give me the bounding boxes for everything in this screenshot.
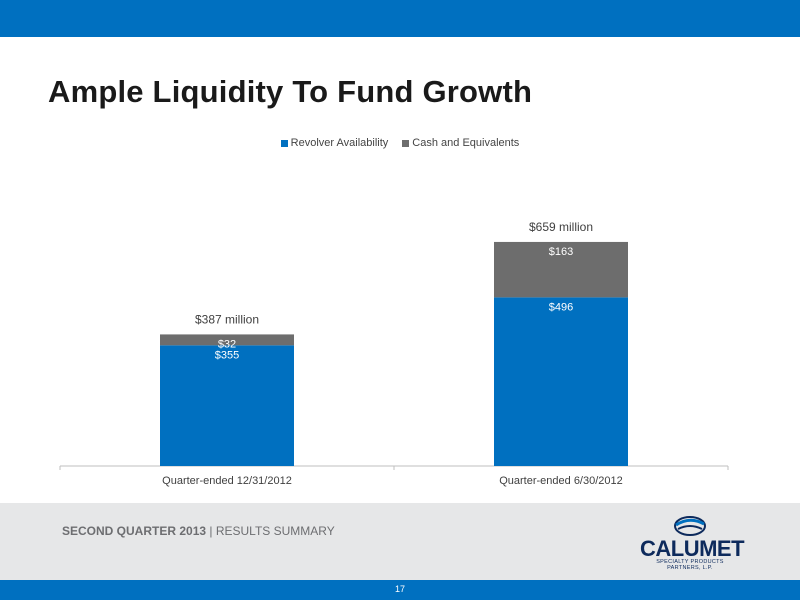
data-label: $355 bbox=[215, 349, 239, 361]
bottom-bar bbox=[0, 580, 800, 600]
total-label: $387 million bbox=[195, 312, 259, 326]
category-label: Quarter-ended 12/31/2012 bbox=[162, 475, 292, 487]
chart-legend: Revolver Availability Cash and Equivalen… bbox=[0, 137, 800, 149]
bar-segment-revolver bbox=[160, 345, 294, 466]
footer-quarter: SECOND QUARTER 2013 bbox=[62, 524, 207, 538]
calumet-logo: CALUMET SPECIALTY PRODUCTS PARTNERS, L.P… bbox=[640, 514, 745, 571]
footer-band bbox=[0, 503, 800, 580]
legend-item-revolver: Revolver Availability bbox=[280, 137, 389, 149]
slide-title: Ample Liquidity To Fund Growth bbox=[48, 74, 533, 109]
data-label: $496 bbox=[549, 301, 573, 313]
footer-caption: SECOND QUARTER 2013 | RESULTS SUMMARY bbox=[62, 524, 335, 538]
page-number: 17 bbox=[394, 584, 405, 594]
legend-label-cash: Cash and Equivalents bbox=[412, 137, 520, 149]
logo-wordmark: CALUMET bbox=[640, 536, 745, 561]
category-label: Quarter-ended 6/30/2012 bbox=[499, 475, 623, 487]
bar-segment-cash bbox=[494, 241, 628, 298]
bar-segment-cash bbox=[160, 334, 294, 346]
legend-label-revolver: Revolver Availability bbox=[290, 137, 389, 149]
footer-separator: | bbox=[206, 524, 216, 538]
stacked-bar-chart: $355$32 $387 million Quarter-ended 12/31/2… bbox=[59, 220, 729, 487]
legend-swatch-cash bbox=[402, 139, 410, 147]
total-label: $659 million bbox=[529, 220, 593, 234]
bar-segment-revolver bbox=[494, 297, 628, 466]
data-label: $32 bbox=[218, 338, 236, 350]
logo-subtext: SPECIALTY PRODUCTS PARTNERS, L.P. bbox=[656, 559, 724, 571]
legend-item-cash: Cash and Equivalents bbox=[402, 137, 519, 149]
legend-swatch-revolver bbox=[280, 139, 288, 147]
logo-globe-icon bbox=[674, 516, 706, 536]
top-bar bbox=[0, 0, 800, 37]
footer-section: RESULTS SUMMARY bbox=[215, 524, 335, 538]
data-label: $163 bbox=[549, 246, 573, 258]
